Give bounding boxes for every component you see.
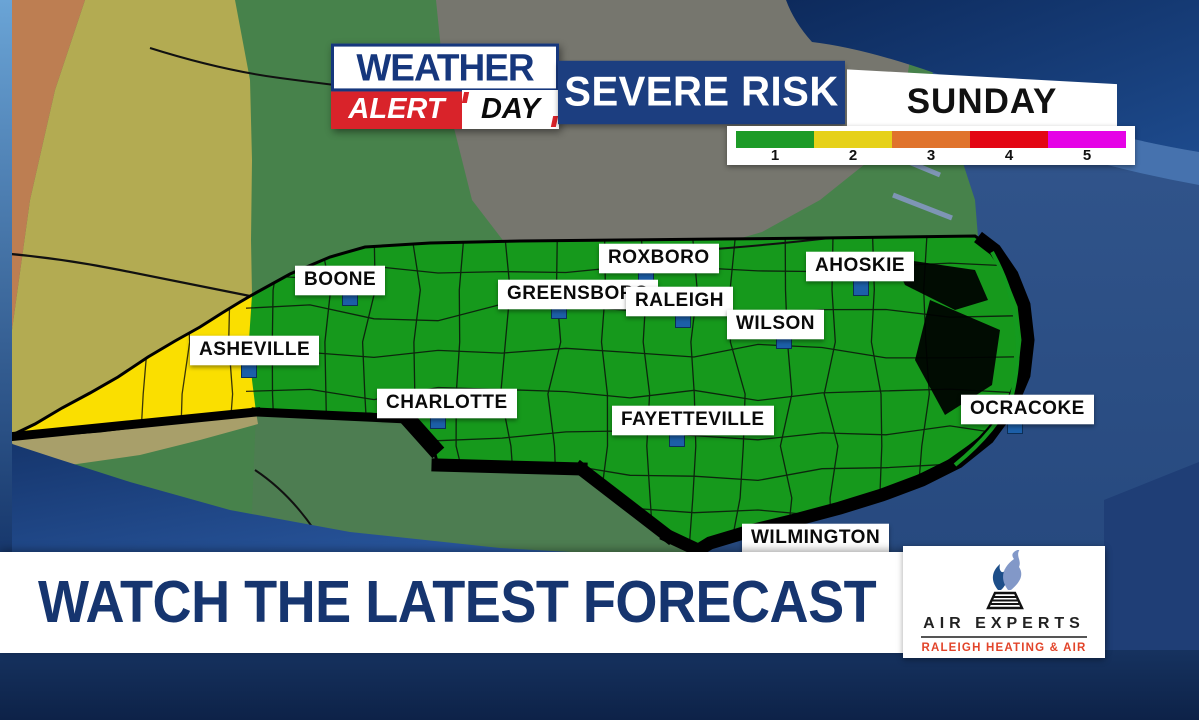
logo-day-box: DAY: [461, 90, 559, 129]
red-quote-icon: [461, 92, 470, 103]
risk-level-5-number: 5: [1082, 147, 1092, 164]
risk-level-3-number: 3: [926, 147, 936, 164]
day-text: SUNDAY: [906, 82, 1058, 121]
frame-bottom-right: [1104, 462, 1199, 660]
frame-left-strip: [0, 0, 12, 560]
logo-weather-text: WEATHER: [331, 43, 559, 92]
risk-level-1-number: 1: [770, 147, 780, 164]
logo-second-row: ALERT DAY: [331, 90, 559, 129]
risk-scale-bar: [736, 131, 1126, 148]
sponsor-logo: AIR EXPERTS RALEIGH HEATING & AIR: [903, 546, 1105, 658]
risk-level-5-swatch: [1048, 131, 1126, 148]
sponsor-name: AIR EXPERTS: [921, 614, 1087, 638]
air-experts-flame-icon: [986, 550, 1024, 610]
frame-bottom-left: [0, 440, 660, 557]
logo-alert-text: ALERT: [331, 90, 462, 129]
sponsor-tagline: RALEIGH HEATING & AIR: [921, 642, 1087, 654]
risk-level-2-swatch: [814, 131, 892, 148]
risk-level-2-number: 2: [848, 147, 858, 164]
risk3-orange-band: [0, 0, 85, 380]
risk-scale-numbers: 1 2 3 4 5: [736, 148, 1126, 164]
risk-level-1-swatch: [736, 131, 814, 148]
severe-risk-banner: SEVERE RISK: [558, 60, 845, 125]
risk2-olive-band: [8, 0, 252, 437]
risk-level-3-swatch: [892, 131, 970, 148]
terrain-tan-sliver: [8, 412, 258, 465]
risk-level-4-swatch: [970, 131, 1048, 148]
risk-level-4-number: 4: [1004, 147, 1014, 164]
risk-scale-legend: 1 2 3 4 5: [727, 126, 1135, 165]
logo-day-text: DAY: [480, 93, 541, 125]
bottom-navy-bar: [0, 650, 1199, 720]
weather-alert-day-logo: WEATHER ALERT DAY: [331, 43, 559, 129]
risk1-south-region: [250, 412, 700, 560]
footer-headline: WATCH THE LATEST FORECAST: [38, 569, 877, 636]
